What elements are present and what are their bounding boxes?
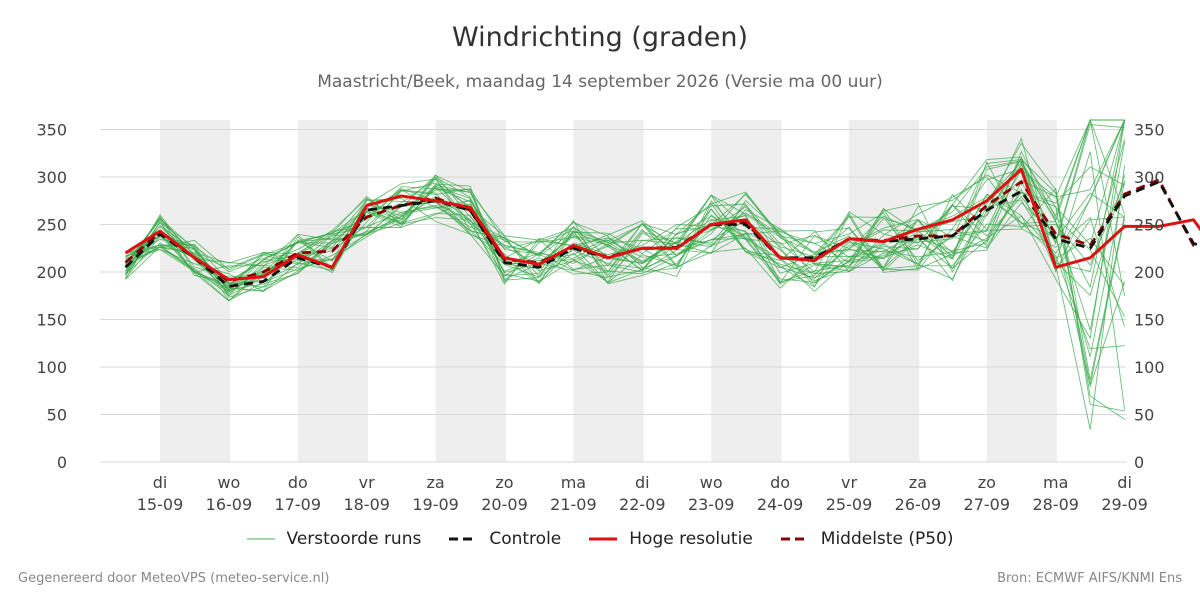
x-tick-date: 21-09 [550,495,597,514]
y-axis-right: 0 50 100 150 200 250 300 350 [1134,121,1165,473]
x-tick-date: 18-09 [343,495,390,514]
ensemble-member-line [125,119,1126,286]
legend-swatch-control [449,537,478,541]
x-tick-day: vr [359,473,375,492]
x-tick-day: wo [217,473,240,492]
y-tick-label: 100 [36,358,67,377]
y-tick-label: 350 [36,121,67,140]
x-tick-date: 24-09 [757,495,804,514]
y-tick-label: 100 [1134,358,1165,377]
x-tick-day: do [288,473,308,492]
y-tick-label: 0 [57,453,67,472]
x-tick-date: 17-09 [275,495,322,514]
y-tick-label: 350 [1134,121,1165,140]
series-line-hoge-resolutie [124,167,1200,282]
day-band-17-09 [297,120,369,462]
x-tick-date: 20-09 [481,495,528,514]
x-tick-date: 25-09 [826,495,873,514]
y-tick-label: 0 [1134,453,1144,472]
legend-label: Verstoorde runs [286,529,422,549]
x-tick-day: di [1117,473,1132,492]
chart-title: Windrichting (graden) [451,22,749,53]
footer-generated-by: Gegenereerd door MeteoVPS (meteo-service… [18,571,330,586]
day-band-19-09 [435,120,506,462]
ensemble-member-line [125,119,1126,340]
x-tick-day: ma [1043,473,1068,492]
day-shading [160,120,1058,462]
ensemble-member-line [125,119,1126,301]
x-tick-date: 27-09 [964,495,1011,514]
x-tick-date: 29-09 [1101,495,1148,514]
x-tick-date: 16-09 [206,495,253,514]
ensemble-member-line [125,176,1126,357]
x-tick-day: za [426,473,444,492]
ensemble-member-line [125,174,1126,385]
x-tick-day: za [909,473,927,492]
y-axis-left: 0 50 100 150 200 250 300 350 [36,121,67,473]
x-tick-date: 15-09 [137,495,184,514]
legend-label: Controle [489,529,562,549]
day-band-23-09 [711,120,782,462]
day-band-25-09 [849,120,920,462]
x-tick-date: 19-09 [412,495,459,514]
y-tick-label: 300 [1134,168,1165,187]
y-tick-label: 250 [1134,216,1165,235]
x-tick-date: 22-09 [619,495,666,514]
footer-source: Bron: ECMWF AIFS/KNMI Ens [997,571,1182,586]
ensemble-member-line [125,150,1126,318]
legend: Verstoorde runs Controle Hoge resolutie … [0,529,1200,549]
main-series [124,167,1200,288]
day-band-21-09 [573,120,644,462]
legend-item-control: Controle [449,529,561,549]
x-tick-day: zo [978,473,996,492]
y-tick-label: 200 [36,263,67,282]
legend-label: Hoge resolutie [629,529,753,549]
x-tick-day: di [635,473,650,492]
x-tick-day: di [153,473,168,492]
ensemble-member-line [125,176,1125,350]
y-tick-label: 150 [1134,311,1165,330]
y-tick-label: 50 [1134,406,1154,425]
x-tick-day: wo [700,473,723,492]
x-tick-date: 28-09 [1032,495,1079,514]
legend-label: Middelste (P50) [820,529,954,549]
legend-swatch-median [780,537,809,541]
x-tick-day: zo [495,473,513,492]
legend-swatch-perturbed [246,538,275,540]
x-axis: di 15-09 wo 16-09 do 17-09 vr 18-09 za 19-09 zo 20-… [137,473,1148,514]
y-tick-label: 250 [36,216,67,235]
ensemble-member-line [125,119,1125,292]
y-tick-label: 50 [47,406,67,425]
legend-item-high-res: Hoge resolutie [589,529,753,549]
y-tick-label: 150 [36,311,67,330]
x-tick-day: vr [841,473,857,492]
y-tick-label: 200 [1134,263,1165,282]
legend-swatch-high-res [589,537,618,541]
ensemble-member-line [125,142,1126,331]
x-tick-date: 23-09 [688,495,735,514]
x-tick-date: 26-09 [895,495,942,514]
chart-subtitle: Maastricht/Beek, maandag 14 september 20… [317,72,883,92]
legend-item-median: Middelste (P50) [780,529,954,549]
day-band-15-09 [160,120,231,462]
legend-item-perturbed: Verstoorde runs [246,529,422,549]
x-tick-day: ma [561,473,586,492]
y-tick-label: 300 [36,168,67,187]
x-tick-day: do [770,473,790,492]
series-line-middelste-p50 [124,178,1200,283]
